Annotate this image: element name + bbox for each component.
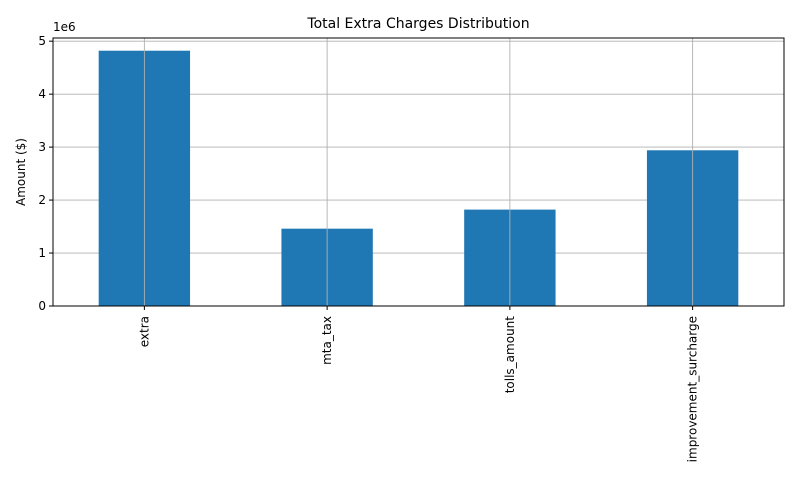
y-axis-ticks: 0 1 2 3 4 5	[38, 34, 53, 313]
y-axis-offset-label: 1e6	[53, 20, 76, 34]
plot-frame	[52, 37, 785, 307]
grid-overlay	[143, 38, 694, 306]
x-axis-ticks: extra mta_tax tolls_amount improvement_surc…	[137, 306, 700, 462]
y-axis-title: Amount ($)	[14, 138, 28, 206]
y-tick-label: 2	[38, 193, 46, 207]
y-tick-label: 5	[38, 34, 46, 48]
x-tick-label: improvement_surcharge	[686, 316, 700, 462]
y-tick-label: 1	[38, 246, 46, 260]
y-tick-label: 4	[38, 87, 46, 101]
y-tick-label: 3	[38, 140, 46, 154]
bars	[98, 50, 739, 307]
x-tick-label: extra	[137, 316, 151, 347]
x-tick-label: tolls_amount	[503, 316, 517, 394]
y-tick-label: 0	[38, 299, 46, 313]
chart-title: Total Extra Charges Distribution	[306, 16, 529, 32]
x-tick-label: mta_tax	[320, 316, 334, 365]
